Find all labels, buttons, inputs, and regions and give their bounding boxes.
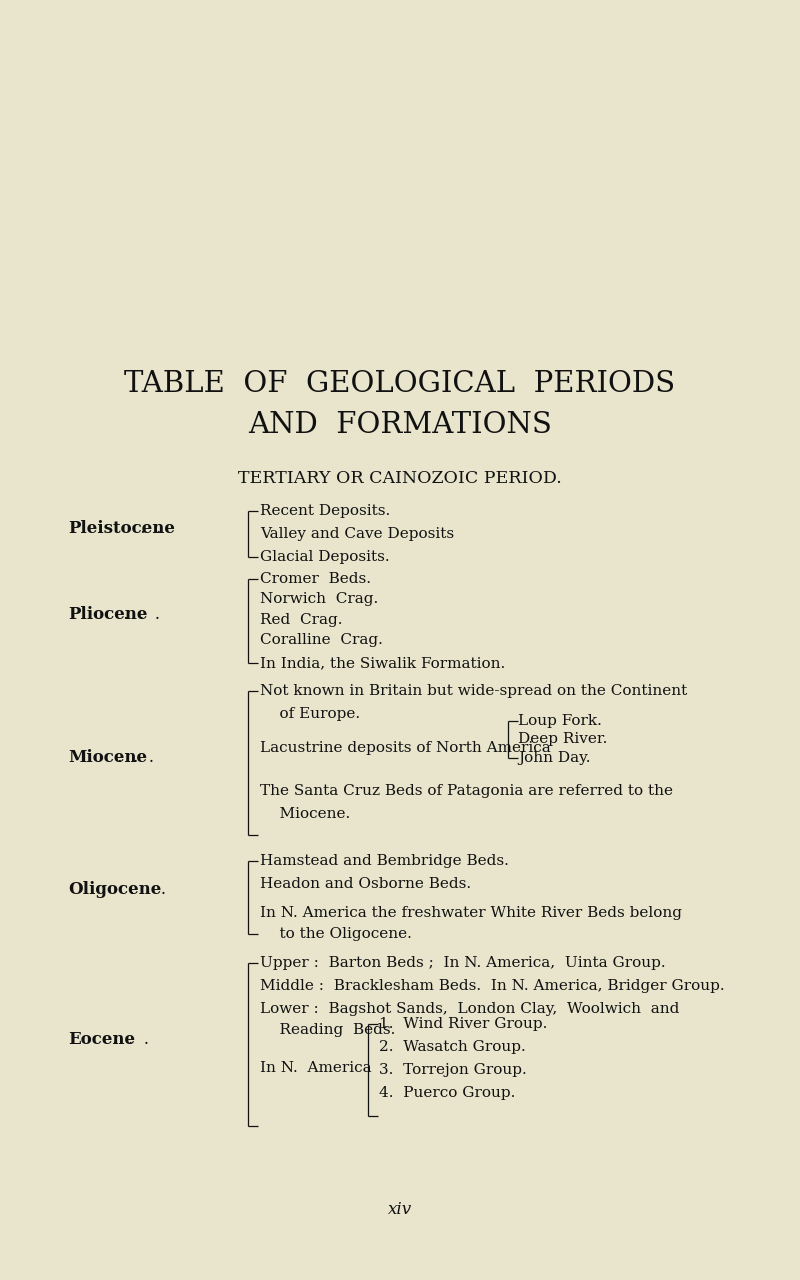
Text: to the Oligocene.: to the Oligocene.: [260, 928, 412, 941]
Text: Valley and Cave Deposits: Valley and Cave Deposits: [260, 527, 454, 540]
Text: Cromer  Beds.: Cromer Beds.: [260, 572, 371, 585]
Text: The Santa Cruz Beds of Patagonia are referred to the: The Santa Cruz Beds of Patagonia are ref…: [260, 785, 673, 797]
Text: Miocene.: Miocene.: [260, 808, 350, 820]
Text: Hamstead and Bembridge Beds.: Hamstead and Bembridge Beds.: [260, 855, 509, 868]
Text: Upper :  Barton Beds ;  In N. America,  Uinta Group.: Upper : Barton Beds ; In N. America, Uin…: [260, 956, 666, 969]
Text: In N. America the freshwater White River Beds belong: In N. America the freshwater White River…: [260, 906, 682, 919]
Text: Miocene: Miocene: [68, 749, 147, 767]
Text: TERTIARY OR CAINOZOIC PERIOD.: TERTIARY OR CAINOZOIC PERIOD.: [238, 470, 562, 488]
Text: 4.  Puerco Group.: 4. Puerco Group.: [379, 1087, 515, 1100]
Text: 1.  Wind River Group.: 1. Wind River Group.: [379, 1018, 547, 1030]
Text: of Europe.: of Europe.: [260, 708, 360, 721]
Text: John Day.: John Day.: [518, 751, 591, 764]
Text: Eocene: Eocene: [68, 1030, 135, 1048]
Text: Norwich  Crag.: Norwich Crag.: [260, 593, 378, 605]
Text: .  .  .: . . .: [106, 1030, 149, 1048]
Text: Loup Fork.: Loup Fork.: [518, 714, 602, 727]
Text: Reading  Beds.: Reading Beds.: [260, 1024, 395, 1037]
Text: Recent Deposits.: Recent Deposits.: [260, 504, 390, 517]
Text: TABLE  OF  GEOLOGICAL  PERIODS: TABLE OF GEOLOGICAL PERIODS: [125, 370, 675, 398]
Text: Red  Crag.: Red Crag.: [260, 613, 342, 626]
Text: xiv: xiv: [388, 1201, 412, 1219]
Text: Lacustrine deposits of North America: Lacustrine deposits of North America: [260, 741, 550, 754]
Text: Pliocene: Pliocene: [68, 605, 147, 623]
Text: In India, the Siwalik Formation.: In India, the Siwalik Formation.: [260, 657, 506, 669]
Text: .  .: . .: [135, 520, 162, 538]
Text: .  .  .: . . .: [124, 881, 166, 899]
Text: Middle :  Bracklesham Beds.  In N. America, Bridger Group.: Middle : Bracklesham Beds. In N. America…: [260, 979, 725, 992]
Text: Coralline  Crag.: Coralline Crag.: [260, 634, 383, 646]
Text: 2.  Wasatch Group.: 2. Wasatch Group.: [379, 1041, 526, 1053]
Text: Glacial Deposits.: Glacial Deposits.: [260, 550, 390, 563]
Text: Deep River.: Deep River.: [518, 732, 608, 745]
Text: 3.  Torrejon Group.: 3. Torrejon Group.: [379, 1064, 527, 1076]
Text: Oligocene: Oligocene: [68, 881, 162, 899]
Text: .  .  .: . . .: [112, 749, 154, 767]
Text: In N.  America: In N. America: [260, 1061, 372, 1074]
Text: Headon and Osborne Beds.: Headon and Osborne Beds.: [260, 878, 471, 891]
Text: Pleistocene: Pleistocene: [68, 520, 175, 538]
Text: Not known in Britain but wide-spread on the Continent: Not known in Britain but wide-spread on …: [260, 685, 687, 698]
Text: .  .  .: . . .: [118, 605, 160, 623]
Text: Lower :  Bagshot Sands,  London Clay,  Woolwich  and: Lower : Bagshot Sands, London Clay, Wool…: [260, 1002, 679, 1015]
Text: AND  FORMATIONS: AND FORMATIONS: [248, 411, 552, 439]
